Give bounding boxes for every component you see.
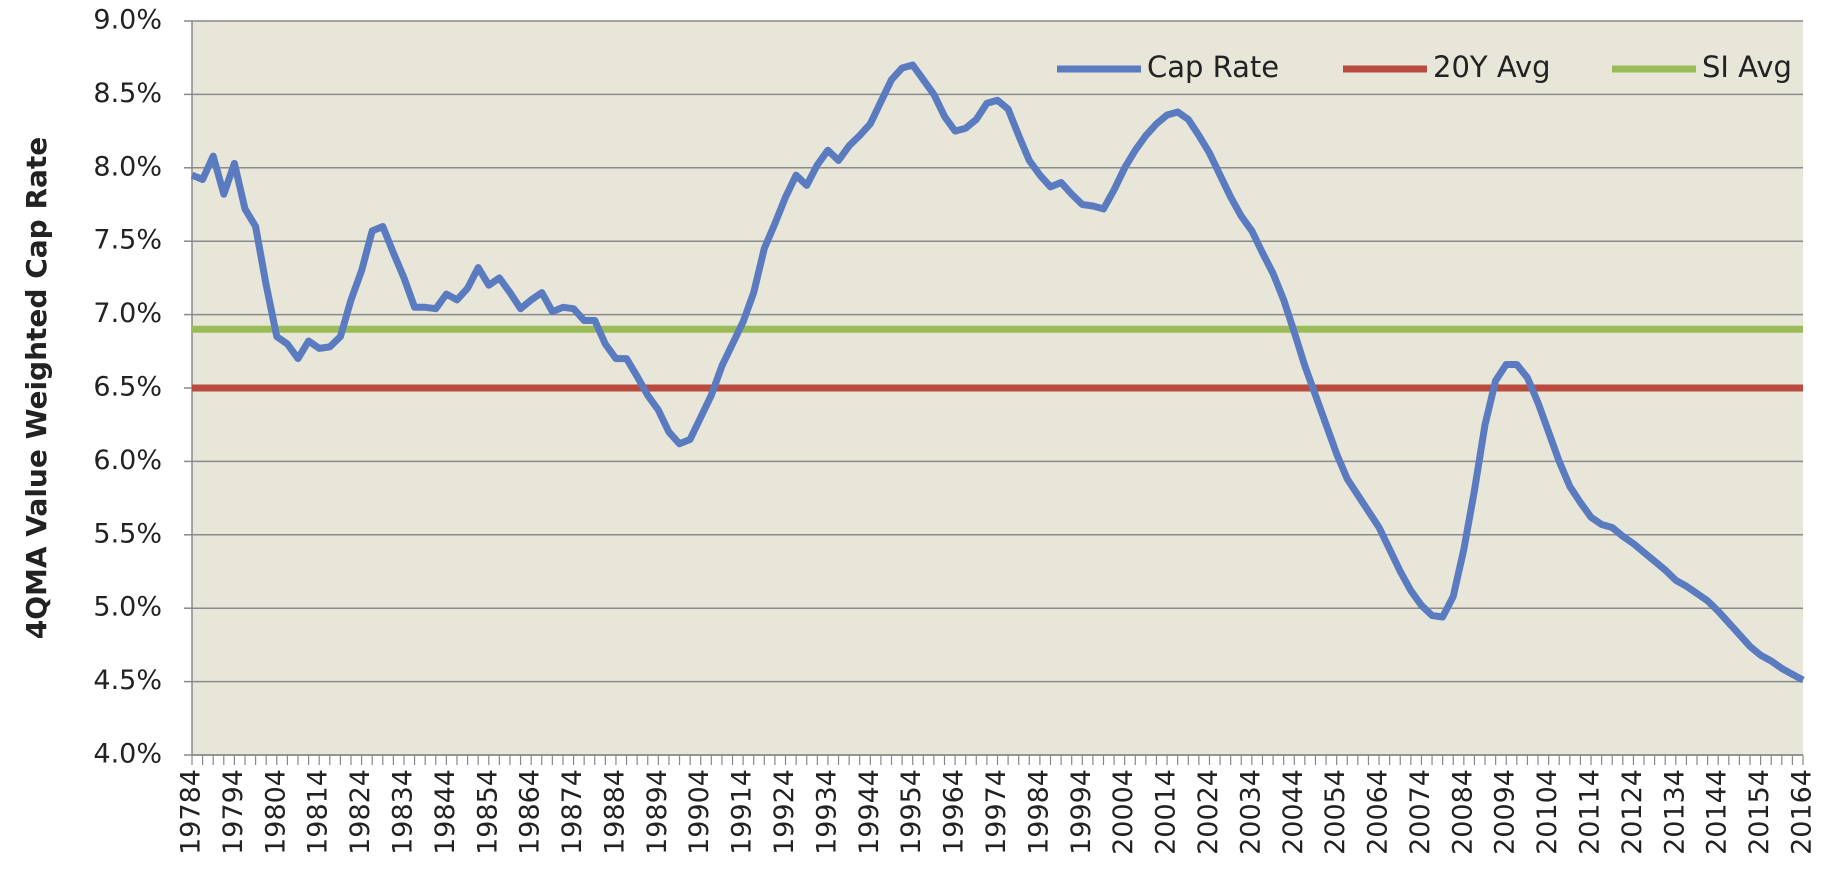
- x-tick-label: 19804: [260, 769, 291, 855]
- x-tick-label: 20074: [1405, 769, 1436, 855]
- x-tick-label: 19794: [218, 769, 249, 855]
- y-tick-label: 8.0%: [93, 151, 162, 182]
- x-tick-label: 19844: [430, 769, 461, 855]
- x-tick-label: 19894: [642, 769, 673, 855]
- x-tick-label: 19954: [896, 769, 927, 855]
- x-tick-label: 20014: [1151, 769, 1182, 855]
- x-tick-label: 20064: [1363, 769, 1394, 855]
- y-tick-label: 4.0%: [93, 739, 162, 770]
- legend-label: 20Y Avg: [1433, 50, 1551, 84]
- x-tick-label: 20164: [1787, 769, 1818, 855]
- x-tick-label: 19914: [727, 769, 758, 855]
- x-tick-label: 20124: [1617, 769, 1648, 855]
- x-tick-label: 20104: [1532, 769, 1563, 855]
- x-tick-label: 19964: [939, 769, 970, 855]
- x-tick-label: 20144: [1702, 769, 1733, 855]
- x-tick-label: 20114: [1575, 769, 1606, 855]
- x-tick-label: 20024: [1193, 769, 1224, 855]
- y-tick-label: 4.5%: [93, 665, 162, 696]
- x-tick-label: 19984: [1023, 769, 1054, 855]
- x-tick-label: 20004: [1108, 769, 1139, 855]
- x-tick-label: 19904: [684, 769, 715, 855]
- x-tick-label: 19834: [387, 769, 418, 855]
- x-tick-label: 20054: [1320, 769, 1351, 855]
- x-tick-label: 19784: [176, 769, 207, 855]
- x-tick-label: 20034: [1235, 769, 1266, 855]
- y-tick-label: 6.0%: [93, 445, 162, 476]
- x-tick-label: 19934: [811, 769, 842, 855]
- legend-label: SI Avg: [1702, 50, 1792, 84]
- y-tick-label: 5.5%: [93, 518, 162, 549]
- y-tick-label: 7.0%: [93, 298, 162, 329]
- legend-label: Cap Rate: [1147, 50, 1279, 84]
- x-tick-label: 19864: [515, 769, 546, 855]
- x-tick-label: 20084: [1447, 769, 1478, 855]
- y-tick-label: 7.5%: [93, 225, 162, 256]
- y-tick-label: 9.0%: [93, 5, 162, 36]
- y-tick-label: 6.5%: [93, 372, 162, 403]
- y-tick-label: 8.5%: [93, 78, 162, 109]
- x-tick-label: 19874: [557, 769, 588, 855]
- x-tick-label: 19824: [345, 769, 376, 855]
- x-tick-label: 19854: [472, 769, 503, 855]
- x-tick-label: 19884: [599, 769, 630, 855]
- y-axis-label: 4QMA Value Weighted Cap Rate: [20, 137, 53, 640]
- data-line: [190, 61, 1805, 684]
- x-tick-label: 20044: [1278, 769, 1309, 855]
- x-tick-label: 20134: [1659, 769, 1690, 855]
- x-tick-label: 20094: [1490, 769, 1521, 855]
- x-tick-label: 19994: [1066, 769, 1097, 855]
- x-tick-label: 19924: [769, 769, 800, 855]
- y-tick-label: 5.0%: [93, 592, 162, 623]
- x-tick-label: 19974: [981, 769, 1012, 855]
- x-tick-label: 20154: [1744, 769, 1775, 855]
- x-tick-label: 19814: [303, 769, 334, 855]
- x-tick-label: 19944: [854, 769, 885, 855]
